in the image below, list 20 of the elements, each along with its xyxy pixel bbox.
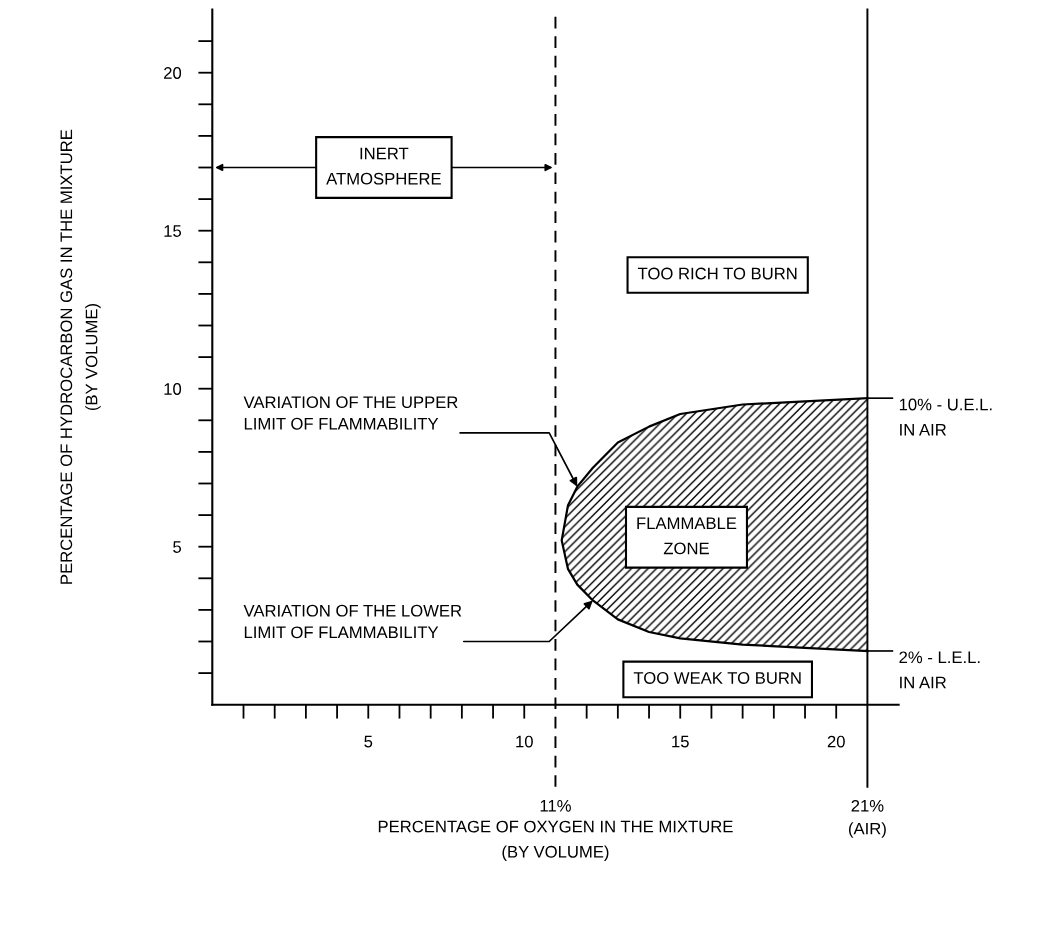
annotation: 10% - U.E.L. IN AIR	[899, 398, 992, 436]
annotation: VARIATION OF THE LOWER LIMIT OF FLAMMABILITY	[243, 604, 462, 639]
y-axis-title: PERCENTAGE OF HYDROCARBON GAS IN THE MIXTURE (BY VOLUME)	[60, 129, 101, 584]
annotation: VARIATION OF THE UPPER LIMIT OF FLAMMABILITY	[243, 396, 458, 430]
y-tick-label: 20	[164, 67, 182, 79]
x-tick-label: 20	[827, 735, 845, 748]
ref-line-label: 11%	[540, 800, 571, 812]
annotation: 2% - L.E.L. IN AIR	[899, 651, 980, 689]
x-axis-title: PERCENTAGE OF OXYGEN IN THE MIXTURE (BY VOLUME)	[378, 820, 733, 861]
y-tick-label: 5	[173, 541, 182, 553]
annotation: FLAMMABLE ZONE	[637, 517, 737, 555]
annotation: TOO RICH TO BURN	[637, 267, 797, 280]
y-tick-label: 15	[164, 225, 182, 237]
x-tick-label: 15	[672, 735, 689, 748]
x-tick-label: 10	[516, 735, 533, 748]
annotation: INERT ATMOSPHERE	[326, 147, 441, 185]
annotation: TOO WEAK TO BURN	[633, 672, 801, 684]
y-tick-label: 10	[164, 383, 182, 395]
x-tick-label: 5	[364, 735, 373, 748]
ref-line-label: 21% (AIR)	[849, 799, 886, 838]
